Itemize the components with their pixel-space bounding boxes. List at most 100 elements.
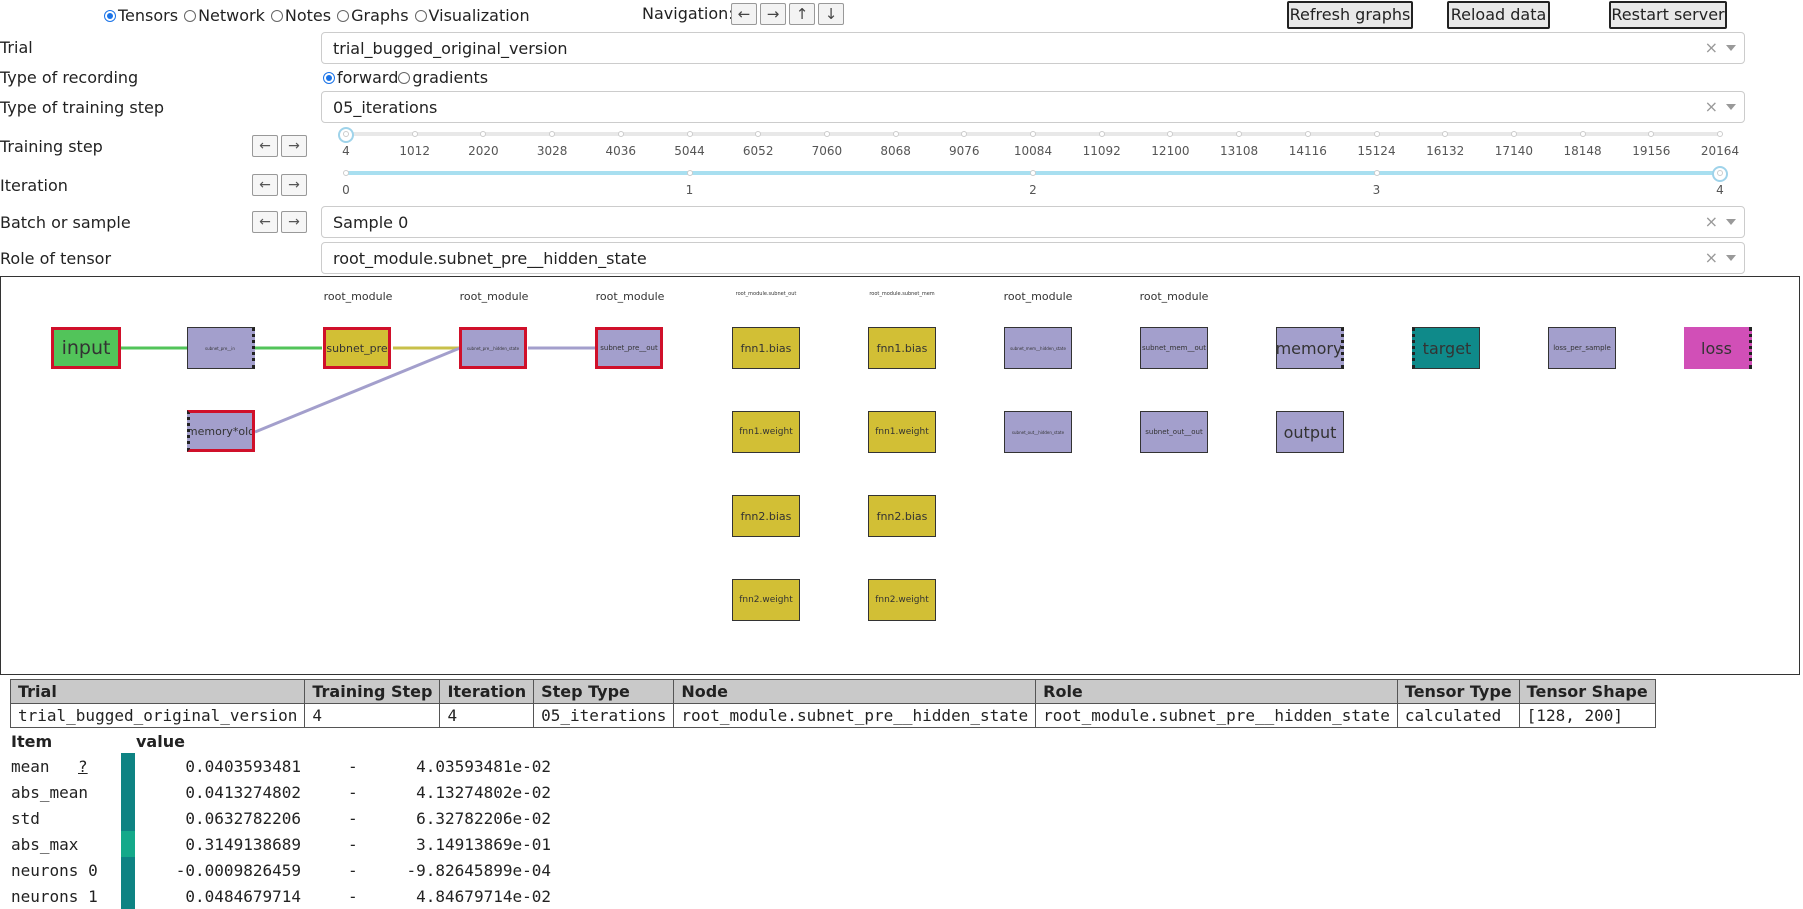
- graph-node-fnn2-weight[interactable]: fnn2.weight: [732, 579, 800, 621]
- refresh-graphs-button[interactable]: Refresh graphs: [1287, 1, 1413, 29]
- slider-dot[interactable]: [1030, 170, 1036, 176]
- slider-dot[interactable]: [1579, 131, 1586, 137]
- slider-dot[interactable]: [823, 131, 830, 137]
- graph-node-memory-old[interactable]: memory*old: [187, 410, 255, 452]
- slider-dot[interactable]: [1717, 131, 1723, 137]
- slider-dot[interactable]: [892, 131, 899, 137]
- stat-item: std: [11, 809, 40, 828]
- nav-right-button[interactable]: →: [760, 3, 786, 25]
- graph-node-memory[interactable]: memory: [1276, 327, 1344, 369]
- graph-node-loss-per-sample[interactable]: loss_per_sample: [1548, 327, 1616, 369]
- slider-dot[interactable]: [755, 131, 762, 137]
- graph-node-subnet-pre[interactable]: subnet_pre: [323, 327, 391, 369]
- graph-node-fnn1-bias[interactable]: fnn1.bias: [868, 327, 936, 369]
- chevron-down-icon[interactable]: [1726, 255, 1736, 261]
- slider-dot[interactable]: [411, 131, 418, 137]
- chevron-down-icon[interactable]: [1726, 45, 1736, 51]
- slider-dot[interactable]: [686, 131, 693, 137]
- tab-network[interactable]: Network: [184, 6, 265, 25]
- radio-tensors[interactable]: [104, 9, 116, 22]
- slider-dot[interactable]: [1304, 131, 1311, 137]
- graph-node-out-hidden[interactable]: subnet_out__hidden_state: [1004, 411, 1072, 453]
- clear-icon[interactable]: ×: [1704, 38, 1718, 57]
- graph-node-loss[interactable]: loss: [1684, 327, 1752, 369]
- nav-down-button[interactable]: ↓: [818, 3, 844, 25]
- batch-prev-button[interactable]: ←: [252, 211, 278, 233]
- stat-scientific: 4.13274802e-02: [416, 783, 551, 802]
- slider-dot[interactable]: [1030, 131, 1036, 137]
- tab-tensors[interactable]: Tensors: [104, 6, 178, 25]
- cell-node: root_module.subnet_pre__hidden_state: [673, 703, 1037, 728]
- graph-node-target[interactable]: target: [1412, 327, 1480, 369]
- slider-dot[interactable]: [1373, 131, 1380, 137]
- graph-node-fnn2-bias[interactable]: fnn2.bias: [868, 495, 936, 537]
- graph-node-hidden-state[interactable]: subnet_pre__hidden_state: [459, 327, 527, 369]
- slider-dot[interactable]: [1442, 131, 1449, 137]
- graph-node-fnn1-weight[interactable]: fnn1.weight: [732, 411, 800, 453]
- batch-next-button[interactable]: →: [281, 211, 307, 233]
- graph-node-fnn1-bias[interactable]: fnn1.bias: [732, 327, 800, 369]
- slider-dot[interactable]: [686, 170, 693, 176]
- network-graph[interactable]: root_module root_module root_module root…: [0, 276, 1800, 675]
- slider-dot[interactable]: [961, 131, 968, 137]
- graph-node-fnn2-bias[interactable]: fnn2.bias: [732, 495, 800, 537]
- iteration-label: Iteration: [0, 176, 68, 195]
- training-step-slider[interactable]: 4 1012 2020 3028 4036 5044 6052 7060 8068 9076 100…: [338, 126, 1739, 162]
- radio-graphs[interactable]: [337, 9, 350, 22]
- graph-node-input[interactable]: input: [51, 327, 121, 369]
- iteration-prev-button[interactable]: ←: [252, 174, 278, 196]
- chevron-down-icon[interactable]: [1726, 104, 1736, 110]
- recording-gradients[interactable]: gradients: [398, 68, 488, 87]
- slider-dot[interactable]: [549, 131, 556, 137]
- training-step-label: Training step: [0, 137, 103, 156]
- graph-node-mem-hidden[interactable]: subnet_mem__hidden_state: [1004, 327, 1072, 369]
- radio-gradients[interactable]: [398, 71, 411, 84]
- tab-graphs[interactable]: Graphs: [337, 6, 409, 25]
- slider-dot[interactable]: [343, 131, 349, 137]
- recording-forward[interactable]: forward: [323, 68, 398, 87]
- clear-icon[interactable]: ×: [1704, 97, 1718, 116]
- training-step-type-dropdown[interactable]: 05_iterations ×: [321, 91, 1745, 123]
- tab-visualization[interactable]: Visualization: [414, 6, 530, 25]
- radio-network[interactable]: [184, 9, 197, 22]
- iteration-slider[interactable]: 0 1 2 3 4: [342, 165, 1728, 201]
- slider-dot[interactable]: [480, 131, 487, 137]
- nav-up-button[interactable]: ↑: [789, 3, 815, 25]
- slider-dot[interactable]: [1373, 170, 1380, 176]
- graph-node-mem-out[interactable]: subnet_mem__out: [1140, 327, 1208, 369]
- graph-node-fnn1-weight[interactable]: fnn1.weight: [868, 411, 936, 453]
- iteration-next-button[interactable]: →: [281, 174, 307, 196]
- slider-dot[interactable]: [617, 131, 624, 137]
- batch-dropdown[interactable]: Sample 0 ×: [321, 206, 1745, 238]
- clear-icon[interactable]: ×: [1704, 212, 1718, 231]
- reload-data-button[interactable]: Reload data: [1447, 1, 1550, 29]
- chevron-down-icon[interactable]: [1726, 219, 1736, 225]
- radio-visualization[interactable]: [414, 9, 427, 22]
- nav-left-button[interactable]: ←: [731, 3, 757, 25]
- graph-node-out-out[interactable]: subnet_out__out: [1140, 411, 1208, 453]
- training-step-prev-button[interactable]: ←: [252, 135, 278, 157]
- slider-dot[interactable]: [1648, 131, 1655, 137]
- clear-icon[interactable]: ×: [1704, 248, 1718, 267]
- slider-dot[interactable]: [1510, 131, 1517, 137]
- recording-options: forward gradients: [323, 68, 494, 87]
- recording-label: Type of recording: [0, 68, 139, 87]
- tab-notes[interactable]: Notes: [270, 6, 331, 25]
- slider-dot[interactable]: [1236, 131, 1243, 137]
- training-step-next-button[interactable]: →: [281, 135, 307, 157]
- role-dropdown[interactable]: root_module.subnet_pre__hidden_state ×: [321, 242, 1745, 274]
- graph-node-fnn2-weight[interactable]: fnn2.weight: [868, 579, 936, 621]
- radio-notes[interactable]: [270, 9, 283, 22]
- graph-node-subnet-pre-out[interactable]: subnet_pre__out: [595, 327, 663, 369]
- slider-tick-label: 9076: [949, 144, 980, 158]
- help-link[interactable]: ?: [78, 757, 88, 776]
- slider-dot[interactable]: [1098, 131, 1105, 137]
- restart-server-button[interactable]: Restart server: [1609, 1, 1727, 29]
- graph-node-input-2[interactable]: subnet_pre__in: [187, 327, 255, 369]
- slider-dot[interactable]: [1167, 131, 1174, 137]
- trial-dropdown[interactable]: trial_bugged_original_version ×: [321, 32, 1745, 64]
- radio-forward[interactable]: [323, 71, 335, 84]
- graph-node-output[interactable]: output: [1276, 411, 1344, 453]
- slider-dot[interactable]: [1717, 170, 1723, 176]
- slider-dot[interactable]: [343, 170, 349, 176]
